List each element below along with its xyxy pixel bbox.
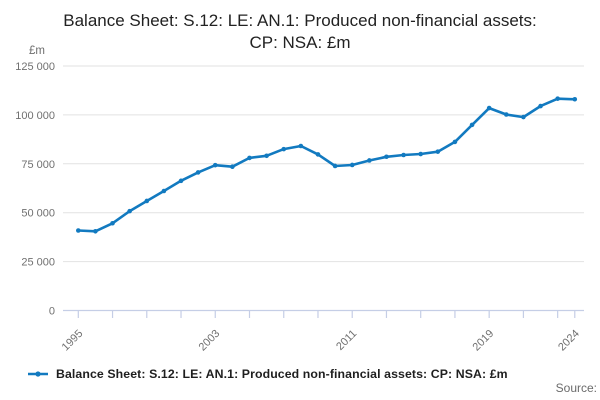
data-point-marker xyxy=(384,154,389,160)
y-tick-label: 125 000 xyxy=(15,61,55,73)
y-tick-label: 0 xyxy=(49,306,55,318)
y-tick-label: 25 000 xyxy=(21,257,55,269)
data-point-marker xyxy=(212,162,218,168)
data-point-marker xyxy=(469,122,475,128)
x-tick-label: 2024 xyxy=(556,328,582,354)
x-tick-label: 2011 xyxy=(334,328,359,353)
data-point-marker xyxy=(315,152,321,157)
data-point-marker xyxy=(521,114,526,120)
legend-series-label: Balance Sheet: S.12: LE: AN.1: Produced … xyxy=(56,367,508,381)
data-point-marker xyxy=(486,105,492,111)
y-axis-unit-label: £m xyxy=(29,45,45,57)
data-point-marker xyxy=(264,153,269,159)
data-point-marker xyxy=(195,170,201,175)
x-tick-label: 1995 xyxy=(60,328,86,354)
data-point-marker xyxy=(572,96,578,102)
data-point-marker xyxy=(367,158,372,163)
data-point-marker xyxy=(332,163,338,169)
data-point-marker xyxy=(93,228,98,234)
data-point-marker xyxy=(230,164,235,170)
data-point-marker xyxy=(127,208,132,214)
y-tick-label: 75 000 xyxy=(21,159,55,171)
data-point-marker xyxy=(144,198,150,204)
y-tick-label: 50 000 xyxy=(21,208,55,220)
data-point-marker xyxy=(538,103,543,109)
data-point-marker xyxy=(504,112,509,117)
data-point-marker xyxy=(76,228,81,233)
data-point-marker xyxy=(281,146,287,152)
chart-title: Balance Sheet: S.12: LE: AN.1: Produced … xyxy=(63,11,537,52)
data-point-marker xyxy=(401,152,406,158)
data-point-marker xyxy=(435,149,441,154)
data-point-marker xyxy=(161,188,167,194)
data-point-marker xyxy=(110,220,115,226)
data-point-marker xyxy=(349,162,355,168)
legend: Balance Sheet: S.12: LE: AN.1: Produced … xyxy=(27,367,508,381)
y-tick-label: 100 000 xyxy=(15,110,55,122)
data-point-marker xyxy=(298,143,304,149)
data-point-marker xyxy=(418,151,424,157)
source-label: Source: xyxy=(555,381,597,395)
x-tick-label: 2019 xyxy=(471,328,497,354)
data-point-marker xyxy=(178,178,184,184)
x-tick-label: 2003 xyxy=(197,328,223,354)
legend-series-icon xyxy=(28,371,48,377)
data-point-marker xyxy=(555,96,560,101)
data-point-marker xyxy=(247,155,252,161)
data-point-marker xyxy=(452,139,458,145)
series-line xyxy=(77,97,577,233)
